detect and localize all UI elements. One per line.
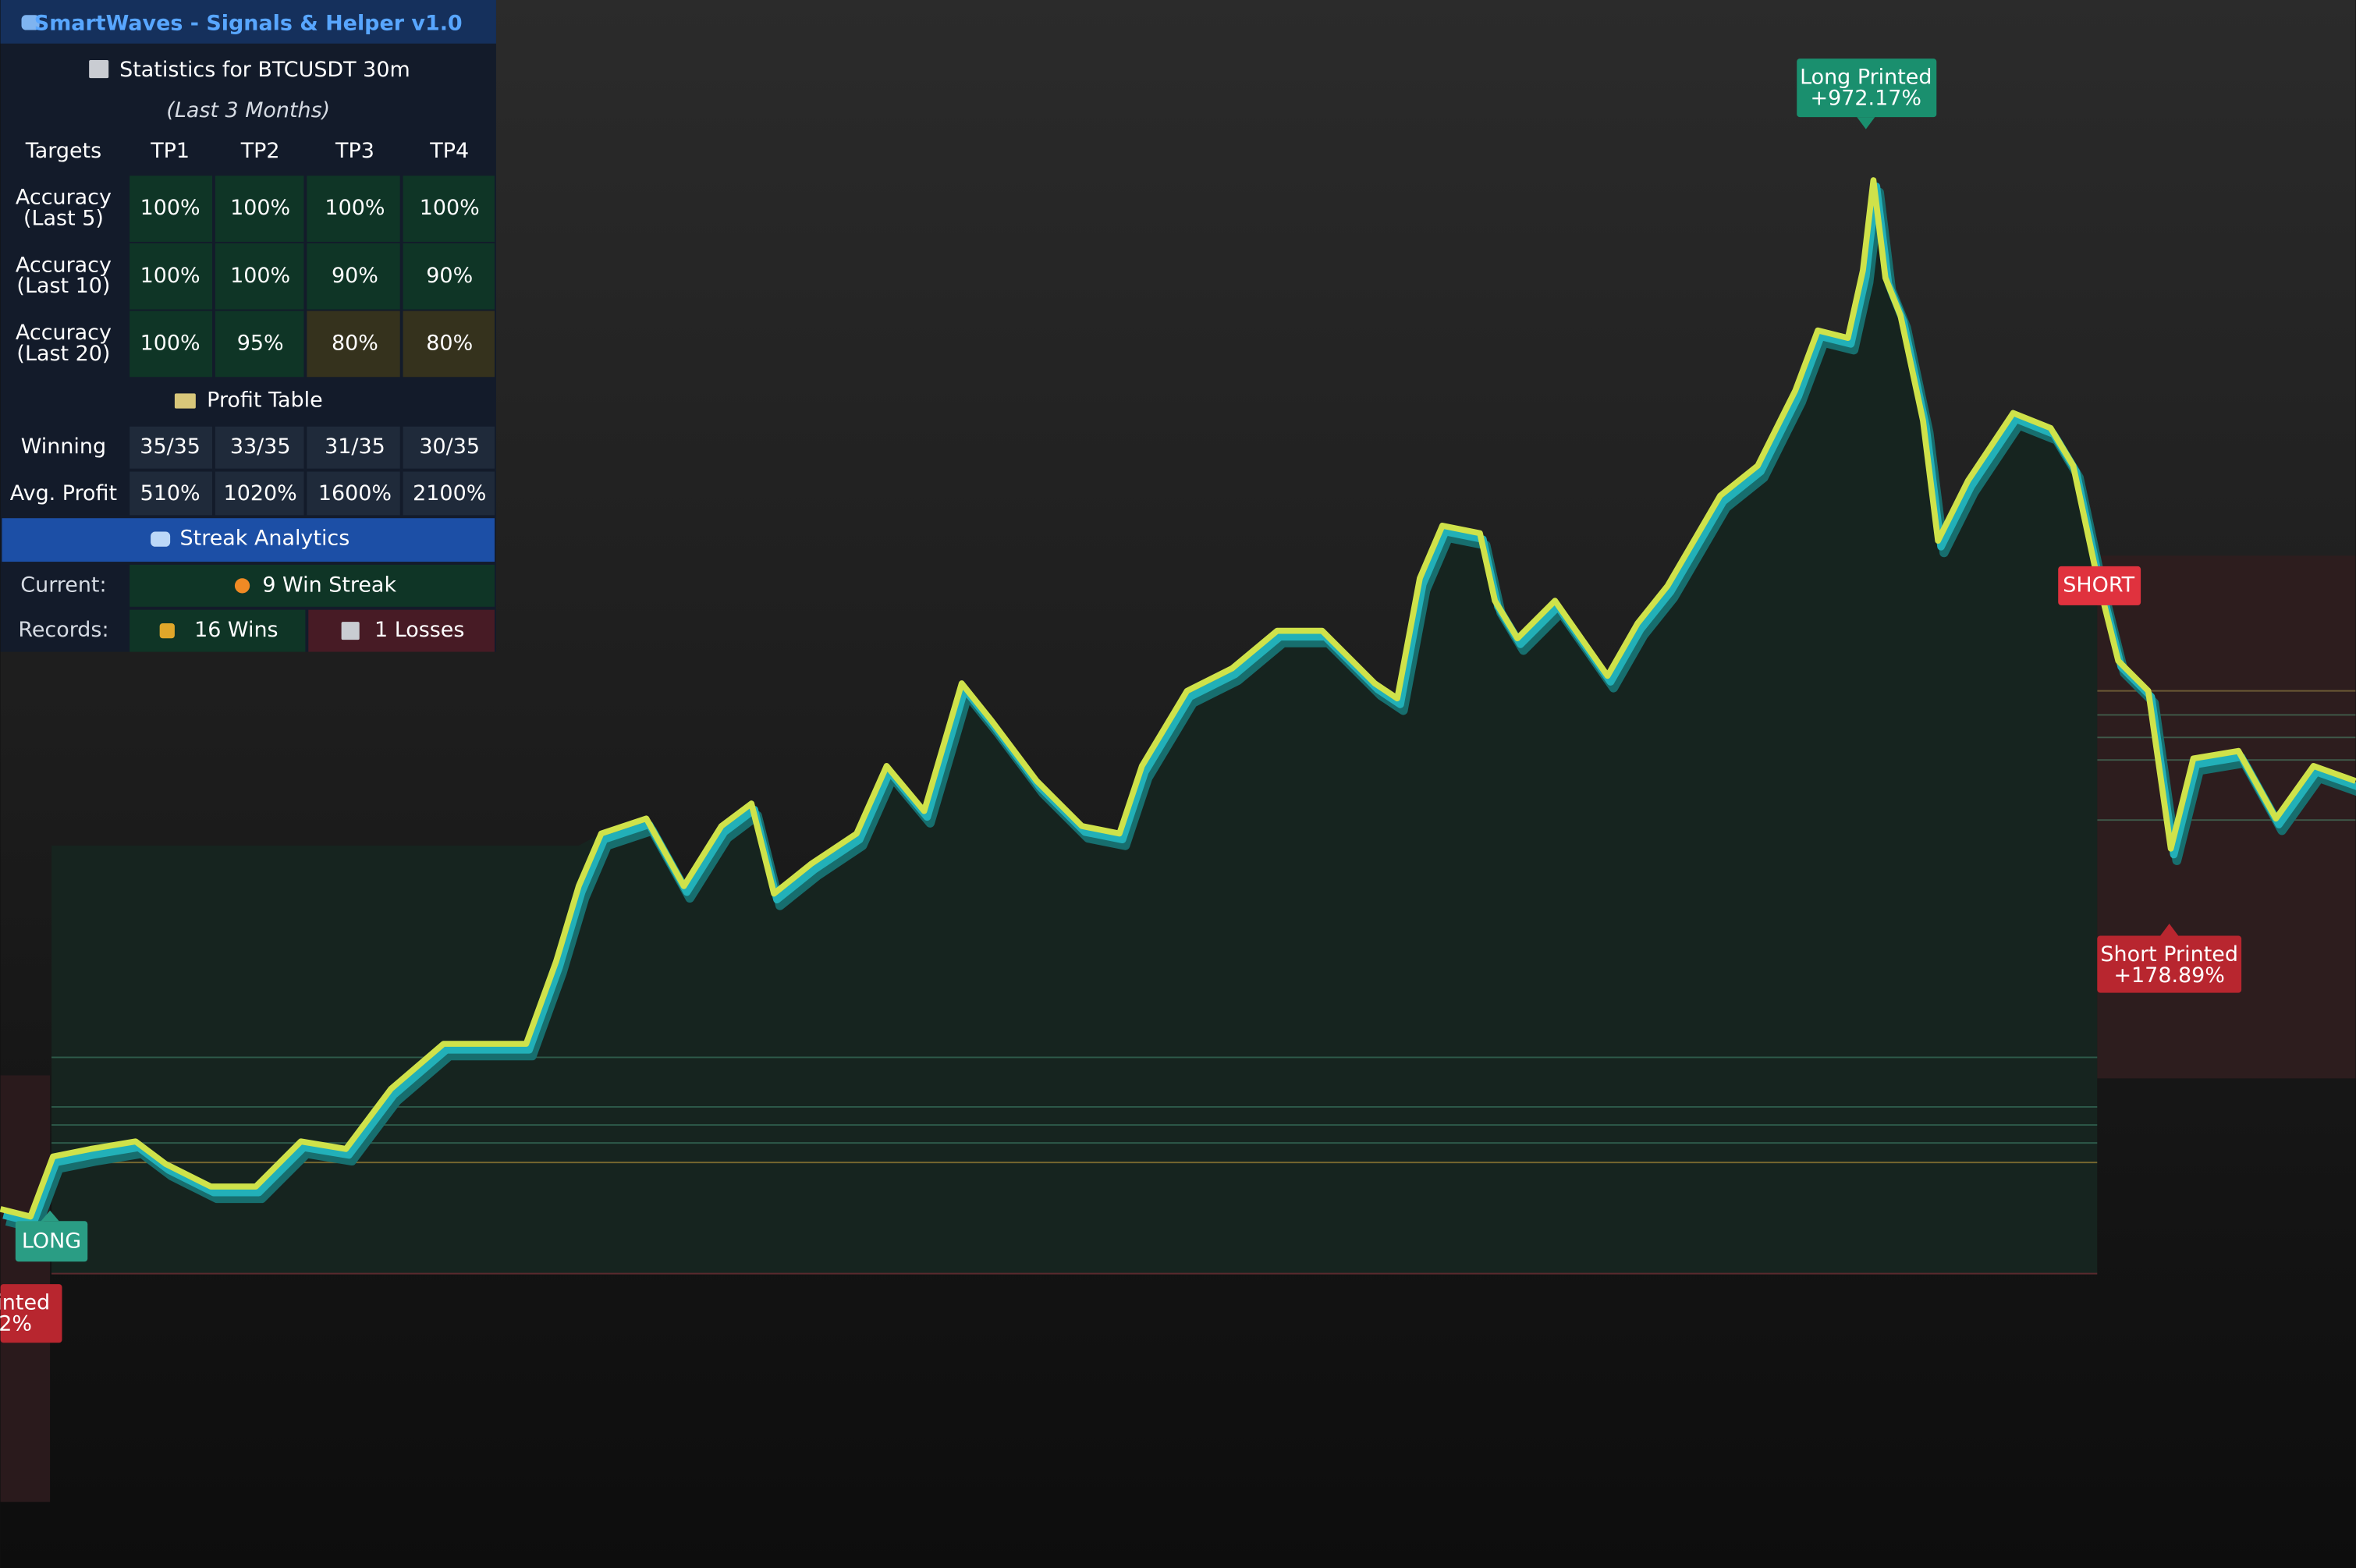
short-zone: [2097, 555, 2356, 1079]
cell: 100%: [140, 331, 200, 355]
cell: 100%: [325, 196, 385, 220]
cell: 95%: [237, 331, 284, 355]
cell: 100%: [420, 196, 480, 220]
header-cell: TP1: [150, 139, 190, 163]
cell: 1600%: [318, 481, 392, 506]
cell: 80%: [332, 331, 378, 355]
label-text: 2%: [0, 1312, 32, 1336]
cell: 90%: [426, 264, 473, 288]
header-cell: TP3: [335, 139, 374, 163]
label-text: rinted: [0, 1291, 50, 1315]
cell: 30/35: [419, 435, 480, 459]
label-text: +972.17%: [1811, 87, 1921, 111]
panel-subtitle: Statistics for BTCUSDT 30m: [119, 58, 410, 82]
cell: 100%: [230, 196, 290, 220]
short-label: SHORT: [2058, 566, 2141, 605]
cell: 1 Losses: [374, 618, 464, 642]
cell: 80%: [426, 331, 473, 355]
row-label: (Last 20): [16, 342, 110, 366]
row-label: Accuracy: [16, 253, 112, 277]
accuracy-cells: [130, 176, 495, 378]
row-label: Accuracy: [16, 321, 112, 345]
row-label: Current:: [20, 573, 106, 597]
row-label: Accuracy: [16, 186, 112, 210]
stats-panel: SmartWaves - Signals & Helper v1.0 Stati…: [0, 0, 496, 652]
cell: 9 Win Streak: [262, 573, 396, 597]
panel-title: SmartWaves - Signals & Helper v1.0: [34, 11, 463, 35]
header-cell: Targets: [25, 139, 101, 163]
cell: 35/35: [140, 435, 200, 459]
row-label: Avg. Profit: [10, 481, 117, 506]
row-label: Records:: [18, 618, 108, 642]
label-text: Long Printed: [1800, 66, 1932, 90]
row-label: (Last 5): [23, 207, 104, 231]
label-text: LONG: [22, 1229, 81, 1254]
label-text: Short Printed: [2100, 942, 2238, 967]
header-cell: TP4: [429, 139, 469, 163]
row-label: (Last 10): [16, 274, 110, 298]
cell: 1020%: [224, 481, 297, 506]
cell: 90%: [332, 264, 378, 288]
long-printed-label: Long Printed +972.17%: [1797, 59, 1937, 129]
label-text: +178.89%: [2113, 963, 2224, 988]
price-ribbon: [0, 177, 2356, 1233]
profit-cells: [130, 426, 495, 516]
long-zone: [51, 180, 2098, 1274]
label-text: SHORT: [2063, 573, 2134, 597]
cell: 510%: [140, 481, 200, 506]
long-label: LONG: [15, 1210, 88, 1262]
cell: 2100%: [413, 481, 486, 506]
panel-period: (Last 3 Months): [166, 98, 330, 122]
row-label: Winning: [21, 435, 106, 459]
short-printed-label: Short Printed +178.89%: [2097, 924, 2242, 993]
cell: 100%: [140, 264, 200, 288]
partial-printed-label: rinted 2%: [0, 1284, 62, 1343]
section-title: Streak Analytics: [180, 527, 350, 551]
header-cell: TP2: [240, 139, 280, 163]
cell: 33/35: [230, 435, 291, 459]
cell: 16 Wins: [194, 618, 278, 642]
cell: 100%: [230, 264, 290, 288]
section-title: Profit Table: [207, 388, 322, 413]
cell: 31/35: [325, 435, 385, 459]
cell: 100%: [140, 196, 200, 220]
